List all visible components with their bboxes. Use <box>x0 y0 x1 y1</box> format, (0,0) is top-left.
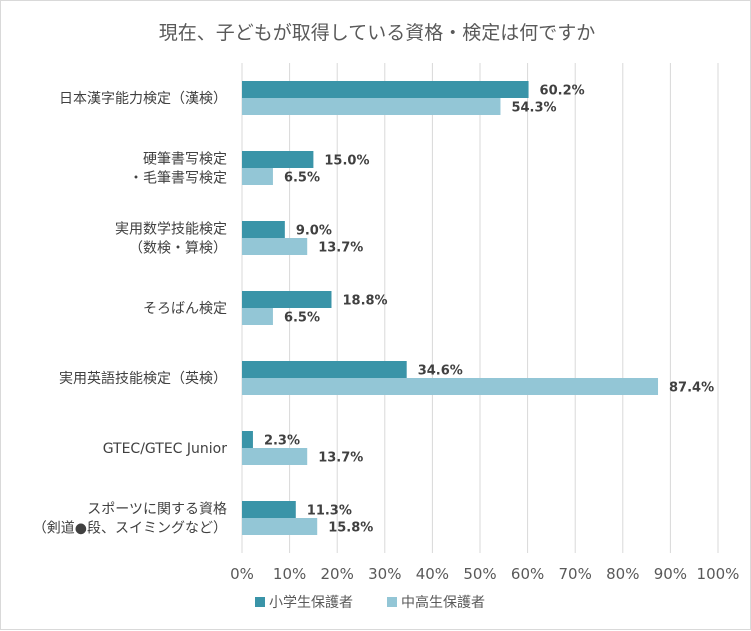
data-label-secondary-0: 54.3% <box>511 101 556 116</box>
legend-label: 小学生保護者 <box>269 595 353 611</box>
bar-elementary-5 <box>242 431 253 448</box>
legend-item-elementary[interactable]: 小学生保護者 <box>255 595 353 611</box>
category-label-5: GTEC/GTEC Junior <box>103 441 228 457</box>
chart-title: 現在、子どもが取得している資格・検定は何ですか <box>159 22 595 44</box>
bar-elementary-4 <box>242 361 407 378</box>
x-tick-0: 0% <box>230 565 254 583</box>
data-label-secondary-4: 87.4% <box>669 381 714 396</box>
legend-label: 中高生保護者 <box>401 594 485 611</box>
bar-elementary-3 <box>242 291 332 308</box>
x-tick-90: 90% <box>654 565 687 583</box>
x-tick-70: 70% <box>559 565 592 583</box>
gridlines <box>241 63 719 553</box>
data-label-elementary-3: 18.8% <box>342 294 387 309</box>
data-label-elementary-5: 2.3% <box>264 434 300 449</box>
category-labels: 日本漢字能力検定（漢検） 硬筆書写検定・毛筆書写検定実用数学技能検定（数検・算検）… <box>33 91 227 537</box>
data-label-elementary-0: 60.2% <box>540 84 585 99</box>
category-label-2: 実用数学技能検定（数検・算検） <box>115 222 227 257</box>
category-label-1: 硬筆書写検定・毛筆書写検定 <box>129 152 227 187</box>
bar-secondary-2 <box>242 238 308 255</box>
category-label-0: 日本漢字能力検定（漢検） <box>59 91 227 107</box>
legend[interactable]: 小学生保護者 中高生保護者 <box>255 594 485 611</box>
data-label-secondary-5: 13.7% <box>318 451 363 466</box>
x-tick-40: 40% <box>416 565 449 583</box>
category-label-3: そろばん検定 <box>143 301 227 317</box>
legend-swatch <box>255 597 265 607</box>
data-label-secondary-6: 15.8% <box>328 521 373 536</box>
bar-elementary-6 <box>242 501 296 518</box>
bar-secondary-6 <box>242 518 318 535</box>
x-tick-50: 50% <box>463 565 496 583</box>
bar-secondary-1 <box>242 168 273 185</box>
x-tick-60: 60% <box>511 565 544 583</box>
data-label-elementary-2: 9.0% <box>296 224 332 239</box>
category-label-6: スポーツに関する資格（剣道●段、スイミングなど） <box>33 502 227 537</box>
data-label-secondary-3: 6.5% <box>284 311 320 326</box>
bar-elementary-0 <box>242 81 529 98</box>
x-tick-20: 20% <box>321 565 354 583</box>
bar-secondary-0 <box>242 98 501 115</box>
data-label-secondary-2: 13.7% <box>318 241 363 256</box>
legend-item-secondary[interactable]: 中高生保護者 <box>387 594 485 611</box>
x-tick-labels: 0% 10% 20% 30% 40% 50% 60% 70% 80% 90% 100% <box>230 565 739 583</box>
x-tick-100: 100% <box>697 565 740 583</box>
bar-secondary-5 <box>242 448 308 465</box>
category-label-4: 実用英語技能検定（英検） <box>59 370 227 387</box>
bar-elementary-1 <box>242 151 314 168</box>
bar-elementary-2 <box>242 221 285 238</box>
data-label-elementary-4: 34.6% <box>418 364 463 379</box>
data-label-elementary-6: 11.3% <box>307 504 352 519</box>
bar-secondary-4 <box>242 378 659 395</box>
data-label-elementary-1: 15.0% <box>324 154 369 169</box>
bars <box>242 81 659 535</box>
x-tick-30: 30% <box>368 565 401 583</box>
x-tick-10: 10% <box>273 565 306 583</box>
data-labels: 60.2% 54.3% 15.0% 6.5% 9.0% 13.7% 18.8% 6.5% 34.… <box>264 84 714 536</box>
legend-swatch <box>387 597 397 607</box>
bar-secondary-3 <box>242 308 273 325</box>
x-tick-80: 80% <box>606 565 639 583</box>
data-label-secondary-1: 6.5% <box>284 171 320 186</box>
